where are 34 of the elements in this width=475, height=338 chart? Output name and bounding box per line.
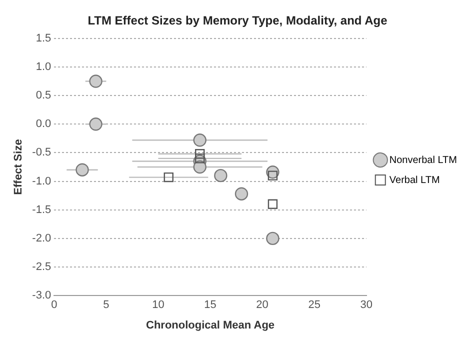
y-tick-label: -0.5 (32, 146, 52, 159)
point (195, 149, 205, 159)
x-tick-label: 0 (51, 299, 58, 312)
point (234, 187, 248, 200)
y-tick-label: 1.5 (36, 32, 52, 44)
point (268, 170, 278, 180)
y-tick-label: 0.0 (36, 118, 52, 130)
y-tick-label: -2.5 (32, 261, 52, 274)
x-tick-label: 30 (360, 299, 373, 312)
x-axis-title: Chronological Mean Age (146, 319, 275, 332)
y-tick-label: -1.0 (32, 175, 52, 188)
point (266, 232, 280, 246)
y-tick-label: 0.5 (36, 90, 52, 102)
legend-label: Verbal LTM (389, 174, 440, 186)
y-tick-label: -2.0 (32, 232, 52, 244)
point (214, 168, 228, 182)
x-tick-label: 15 (204, 299, 216, 312)
point (164, 172, 174, 182)
y-tick-label: -3.0 (32, 290, 52, 302)
y-axis-title: Effect Size (12, 139, 25, 195)
legend-label: Nonverbal LTM (389, 154, 458, 166)
x-tick-label: 10 (152, 299, 164, 312)
point (195, 154, 205, 164)
x-tick-label: 5 (103, 299, 110, 312)
chart-title: LTM Effect Sizes by Memory Type, Modality, and Age (88, 14, 388, 28)
point (89, 118, 102, 131)
x-tick-label: 20 (256, 299, 268, 312)
point (76, 163, 89, 176)
y-tick-label: 1.0 (36, 61, 52, 74)
y-tick-label: -1.5 (32, 204, 52, 216)
point (268, 199, 278, 209)
point (193, 134, 206, 147)
point (89, 74, 102, 88)
x-tick-label: 25 (308, 299, 320, 312)
